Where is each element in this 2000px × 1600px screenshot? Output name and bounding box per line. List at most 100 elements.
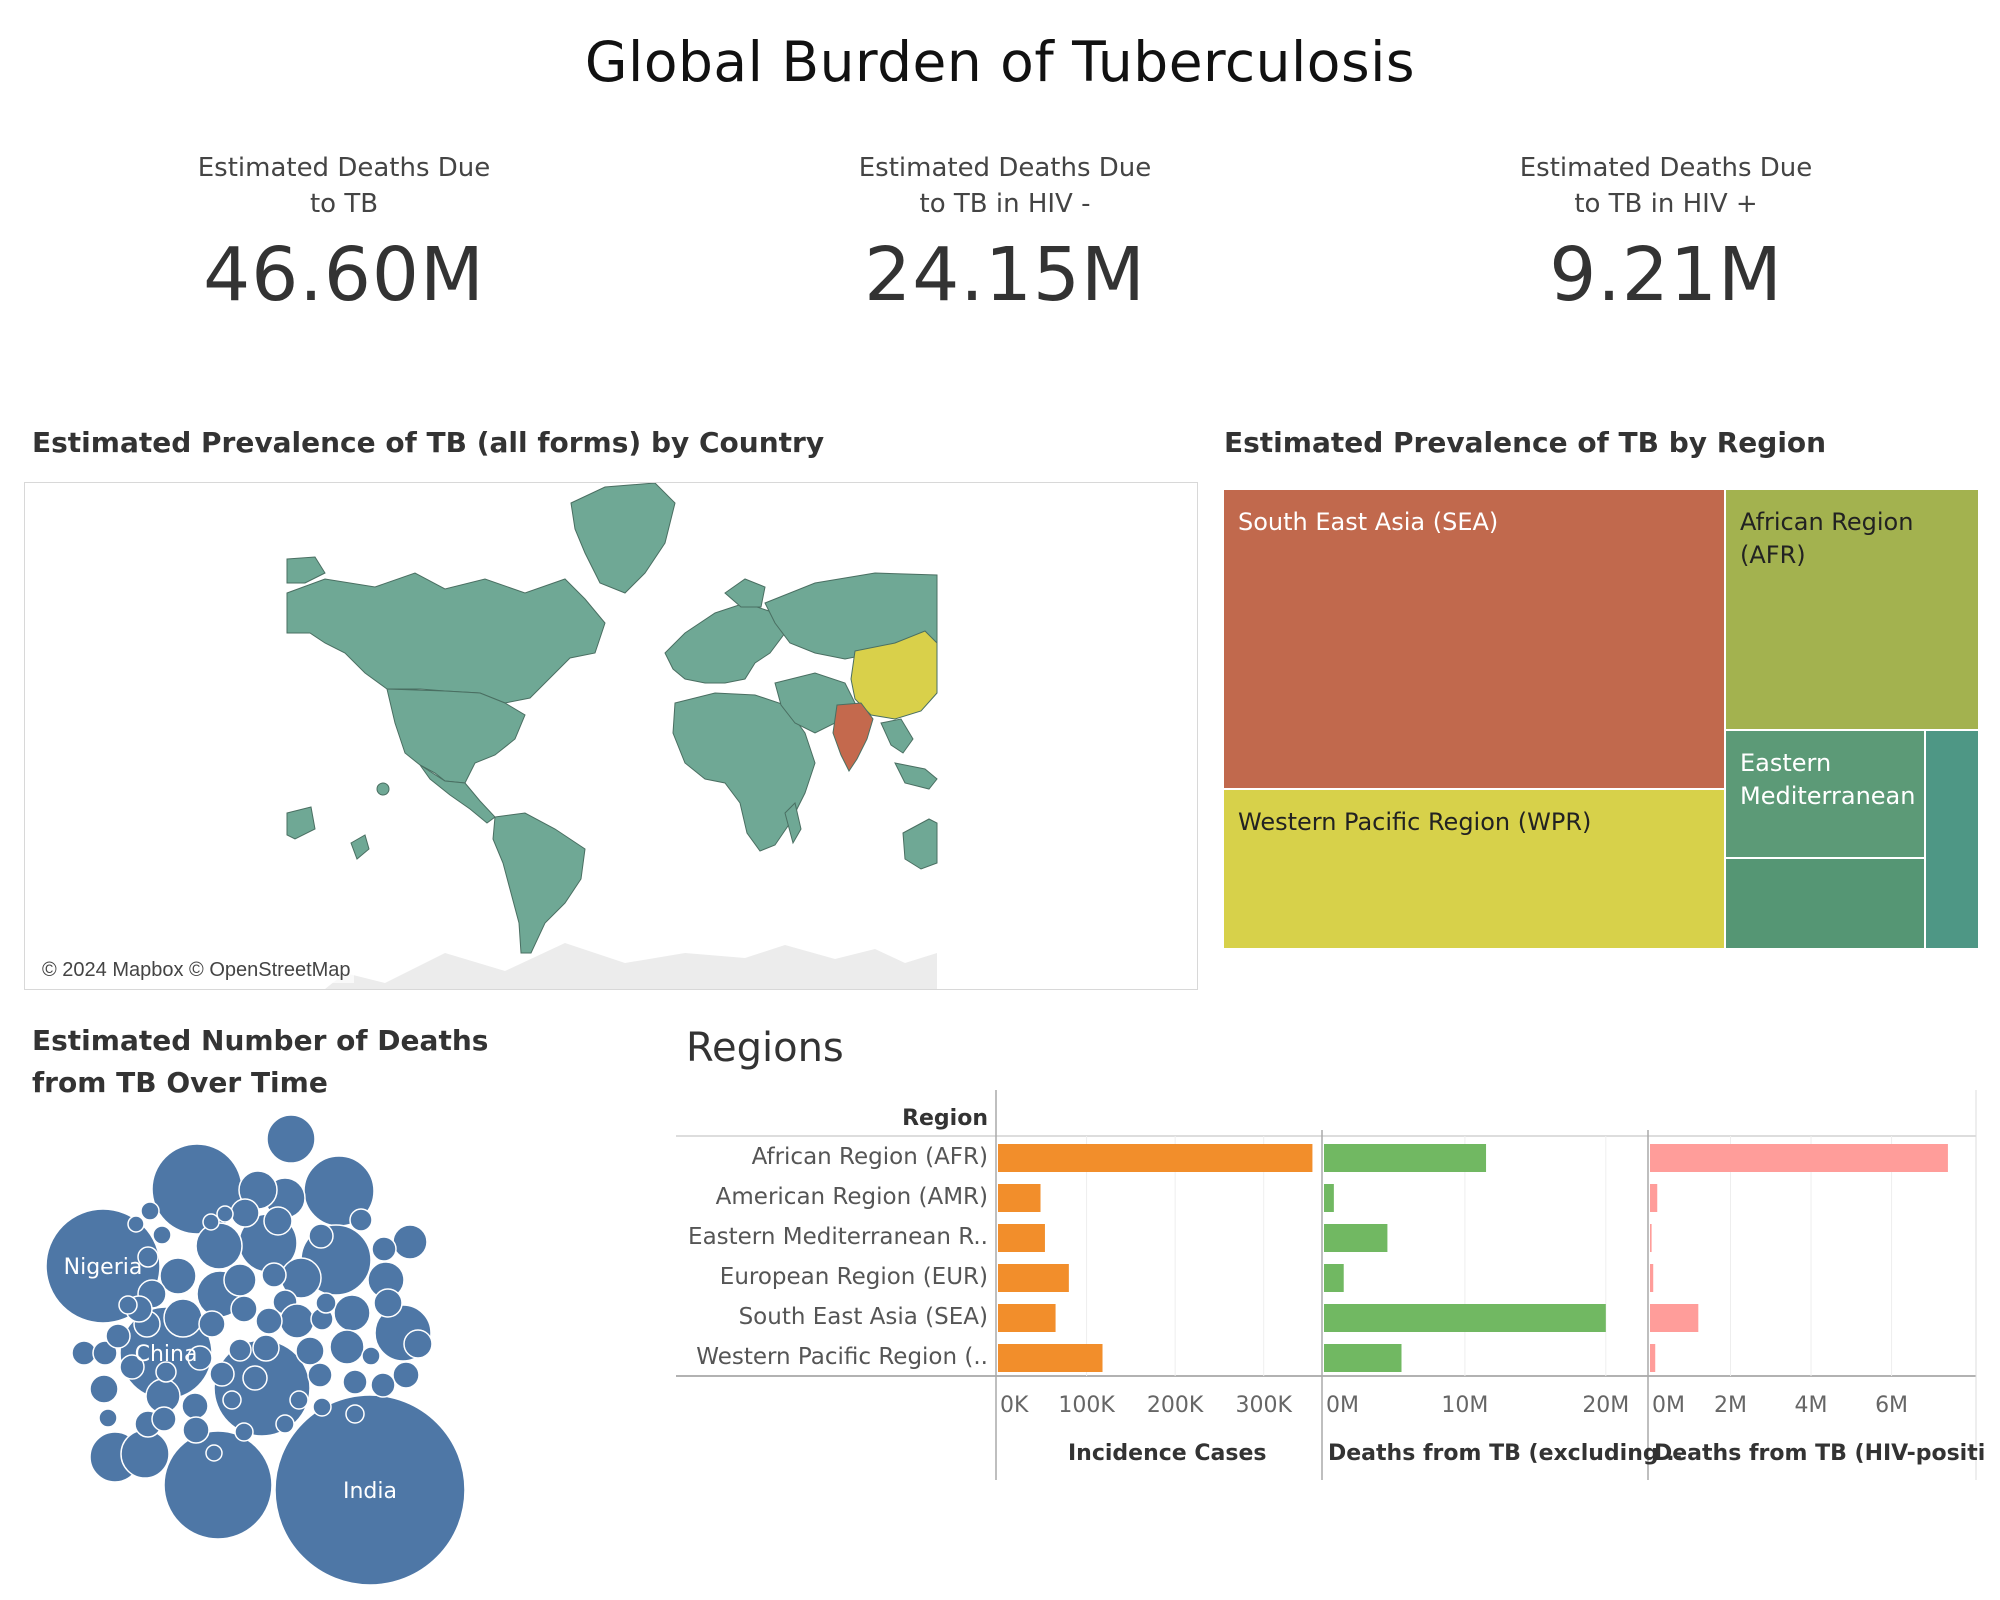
tick-label: 10M	[1441, 1393, 1488, 1418]
bubble[interactable]	[266, 1114, 316, 1164]
bubble[interactable]	[275, 1414, 295, 1434]
prevalence-map[interactable]: © 2024 Mapbox © OpenStreetMap	[24, 482, 1198, 990]
bar[interactable]	[998, 1264, 1069, 1292]
bar[interactable]	[1324, 1224, 1388, 1252]
bubble[interactable]	[223, 1263, 257, 1297]
bubble[interactable]	[345, 1404, 365, 1424]
bar[interactable]	[998, 1344, 1103, 1372]
bubble[interactable]	[274, 1394, 466, 1586]
bubble[interactable]	[205, 1444, 223, 1462]
bar[interactable]	[998, 1304, 1056, 1332]
bar[interactable]	[1650, 1264, 1654, 1292]
bubble[interactable]	[349, 1208, 373, 1232]
bubble[interactable]	[92, 1340, 118, 1366]
bubble-label: India	[343, 1479, 397, 1504]
bubble[interactable]	[182, 1416, 210, 1444]
kpi-deaths-hiv-negative: Estimated Deaths Due to TB in HIV - 24.1…	[765, 150, 1245, 318]
bubble[interactable]	[255, 1307, 283, 1335]
bubble[interactable]	[198, 1310, 226, 1338]
treemap-title: Estimated Prevalence of TB by Region	[1224, 426, 1827, 459]
bubble[interactable]	[308, 1223, 334, 1249]
bubble[interactable]	[118, 1295, 138, 1315]
bubble[interactable]	[261, 1262, 287, 1288]
bubble[interactable]	[195, 1222, 243, 1270]
bubble[interactable]	[279, 1303, 315, 1339]
bubble[interactable]	[187, 1345, 213, 1371]
kpi-value: 46.60M	[203, 232, 485, 318]
bar[interactable]	[1324, 1304, 1606, 1332]
bubble[interactable]	[228, 1338, 252, 1362]
bar[interactable]	[998, 1144, 1313, 1172]
tile-wpr[interactable]: Western Pacific Region (WPR)	[1224, 790, 1726, 950]
bubble[interactable]	[137, 1246, 159, 1268]
axis-title: Deaths from TB (excluding ..	[1328, 1441, 1683, 1466]
map-credit[interactable]: © 2024 Mapbox © OpenStreetMap	[39, 958, 354, 983]
bubble[interactable]	[307, 1362, 333, 1388]
bubble[interactable]	[371, 1236, 397, 1262]
map-canvas	[285, 483, 938, 989]
bubble[interactable]	[163, 1298, 203, 1338]
kpi-deaths-hiv-positive: Estimated Deaths Due to TB in HIV + 9.21…	[1426, 150, 1906, 318]
row-label: African Region (AFR)	[752, 1144, 988, 1170]
bubble[interactable]	[234, 1422, 254, 1442]
bubble[interactable]	[342, 1369, 368, 1395]
bubble[interactable]	[181, 1392, 209, 1420]
bubble[interactable]	[403, 1329, 433, 1359]
bar[interactable]	[1650, 1224, 1652, 1252]
bubble[interactable]	[230, 1198, 260, 1228]
tile-emr[interactable]: Eastern Mediterranean	[1726, 731, 1926, 859]
bar[interactable]	[1650, 1344, 1656, 1372]
bubble[interactable]	[370, 1372, 396, 1398]
bubble[interactable]	[216, 1205, 234, 1223]
bubble[interactable]	[155, 1361, 177, 1383]
bar[interactable]	[1324, 1344, 1402, 1372]
bar[interactable]	[1324, 1264, 1344, 1292]
tile-label: African Region (AFR)	[1740, 508, 1914, 569]
bubble[interactable]	[392, 1361, 420, 1389]
bubble[interactable]	[392, 1224, 428, 1260]
tile-sea[interactable]: South East Asia (SEA)	[1224, 490, 1726, 790]
region-bar-chart: Region African Region (AFR) American Regi…	[676, 1090, 1986, 1480]
bubble[interactable]	[209, 1361, 235, 1387]
bubble[interactable]	[252, 1334, 280, 1362]
bubble[interactable]	[140, 1201, 160, 1221]
bubble[interactable]	[242, 1365, 268, 1391]
bar-grid	[676, 1090, 1977, 1480]
bar[interactable]	[998, 1224, 1045, 1252]
bubble[interactable]	[315, 1292, 337, 1314]
bubble[interactable]	[45, 1208, 161, 1324]
bubble[interactable]	[127, 1215, 145, 1233]
bubble[interactable]	[202, 1213, 220, 1231]
bar[interactable]	[1324, 1184, 1334, 1212]
bubble[interactable]	[105, 1323, 131, 1349]
bar-rows: African Region (AFR) American Region (AMR…	[688, 1144, 988, 1370]
bubble[interactable]	[333, 1294, 371, 1332]
bubble[interactable]	[163, 1430, 273, 1540]
bubble[interactable]	[159, 1257, 197, 1295]
bubble[interactable]	[289, 1390, 309, 1410]
bubble[interactable]	[295, 1336, 325, 1366]
bubble[interactable]	[151, 1406, 177, 1432]
axis-title: Deaths from TB (HIV-positi..	[1654, 1441, 1986, 1466]
bubble[interactable]	[230, 1295, 258, 1323]
kpi-value: 9.21M	[1549, 232, 1783, 318]
bubble[interactable]	[373, 1288, 403, 1318]
bubble[interactable]	[98, 1408, 118, 1428]
bar[interactable]	[1650, 1144, 1948, 1172]
bubble[interactable]	[89, 1374, 119, 1404]
tile-eur[interactable]	[1726, 859, 1926, 950]
bar[interactable]	[1650, 1304, 1699, 1332]
tile-amr[interactable]	[1926, 731, 1980, 950]
bar[interactable]	[1650, 1184, 1658, 1212]
tick-label: 0M	[1652, 1393, 1685, 1418]
bubble[interactable]	[361, 1346, 381, 1366]
tile-afr[interactable]: African Region (AFR)	[1726, 490, 1980, 731]
bar[interactable]	[998, 1184, 1041, 1212]
bubble[interactable]	[312, 1397, 332, 1417]
bar[interactable]	[1324, 1144, 1487, 1172]
bubble[interactable]	[152, 1225, 172, 1245]
bubble[interactable]	[222, 1390, 242, 1410]
bubble[interactable]	[263, 1206, 293, 1236]
bubble[interactable]	[119, 1354, 145, 1380]
bubble[interactable]	[329, 1329, 365, 1365]
